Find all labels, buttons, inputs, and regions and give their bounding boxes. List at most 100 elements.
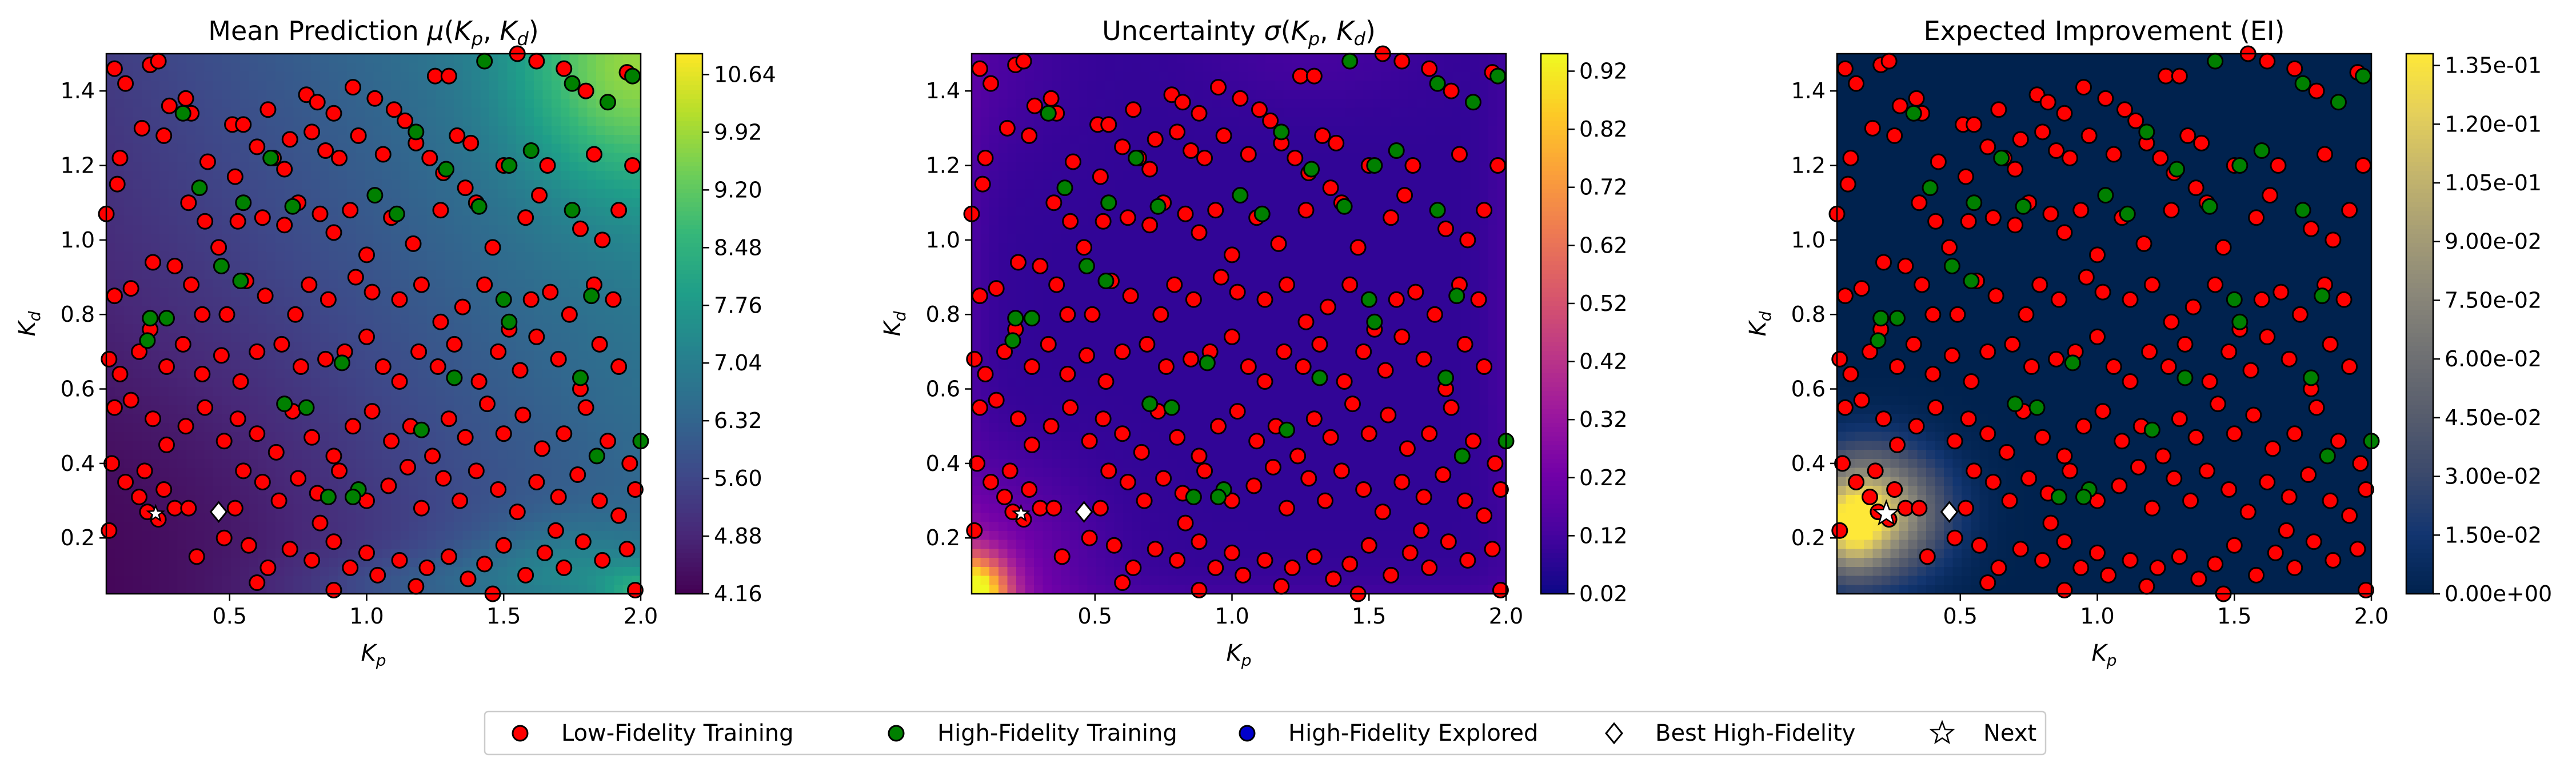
heatmap-cell xyxy=(239,297,249,306)
heatmap-cell xyxy=(1079,179,1088,189)
colorbar-cell xyxy=(676,396,702,401)
heatmap-cell xyxy=(1079,98,1088,109)
high-fidelity-point xyxy=(522,142,540,159)
heatmap-cell xyxy=(150,162,161,171)
heatmap-cell xyxy=(507,90,517,99)
heatmap-cell xyxy=(124,585,134,594)
low-fidelity-point xyxy=(522,291,540,308)
heatmap-cell xyxy=(436,54,445,63)
heatmap-cell xyxy=(560,189,570,198)
heatmap-cell xyxy=(418,540,428,549)
colorbar-cell xyxy=(676,189,702,194)
heatmap-cell xyxy=(507,558,517,568)
heatmap-cell xyxy=(311,225,321,234)
heatmap-cell xyxy=(525,540,534,549)
heatmap-cell xyxy=(980,225,990,234)
heatmap-cell xyxy=(605,540,614,549)
heatmap-cell xyxy=(195,98,205,109)
heatmap-cell xyxy=(177,71,187,81)
heatmap-cell xyxy=(471,342,481,351)
heatmap-cell xyxy=(498,278,508,289)
heatmap-cell xyxy=(569,405,579,414)
colorbar-cell xyxy=(676,283,702,289)
heatmap-cell xyxy=(150,378,161,388)
heatmap-cell xyxy=(1069,549,1079,558)
low-fidelity-point xyxy=(490,481,507,498)
heatmap-cell xyxy=(142,432,151,441)
heatmap-cell xyxy=(1079,206,1088,217)
heatmap-cell xyxy=(614,270,624,279)
heatmap-cell xyxy=(436,98,445,109)
low-fidelity-point xyxy=(476,556,493,573)
heatmap-cell xyxy=(1060,513,1071,522)
heatmap-cell xyxy=(1052,396,1061,405)
heatmap-cell xyxy=(1079,477,1088,486)
heatmap-cell xyxy=(1087,143,1097,153)
heatmap-cell xyxy=(186,261,196,270)
heatmap-cell xyxy=(418,170,428,181)
heatmap-cell xyxy=(622,134,633,145)
heatmap-cell xyxy=(453,107,463,117)
heatmap-cell xyxy=(133,143,142,153)
heatmap-cell xyxy=(382,405,392,414)
heatmap-cell xyxy=(400,405,410,414)
heatmap-cell xyxy=(195,477,205,486)
heatmap-cell xyxy=(445,458,454,469)
low-fidelity-point xyxy=(174,335,191,353)
heatmap-cell xyxy=(213,134,223,145)
heatmap-cell xyxy=(436,566,445,577)
heatmap-cell xyxy=(1034,458,1044,469)
heatmap-cell xyxy=(498,414,508,424)
heatmap-cell xyxy=(1079,198,1088,207)
heatmap-cell xyxy=(382,62,392,73)
heatmap-cell xyxy=(489,225,499,234)
heatmap-cell xyxy=(587,62,597,73)
heatmap-cell xyxy=(346,107,356,117)
heatmap-cell xyxy=(142,206,151,217)
heatmap-cell xyxy=(373,441,383,450)
heatmap-cell xyxy=(560,117,570,126)
heatmap-cell xyxy=(204,270,214,279)
heatmap-cell xyxy=(427,549,437,558)
heatmap-cell xyxy=(552,386,561,397)
heatmap-cell xyxy=(373,179,383,189)
heatmap-cell xyxy=(222,458,231,469)
heatmap-cell xyxy=(560,342,570,351)
heatmap-cell xyxy=(142,549,151,558)
heatmap-cell xyxy=(1079,117,1088,126)
heatmap-cell xyxy=(249,323,258,333)
heatmap-cell xyxy=(998,107,1008,117)
heatmap-cell xyxy=(569,513,579,522)
heatmap-cell xyxy=(213,179,223,189)
heatmap-cell xyxy=(1105,242,1115,253)
heatmap-cell xyxy=(356,350,365,361)
heatmap-cell xyxy=(124,314,134,325)
heatmap-cell xyxy=(284,189,294,198)
heatmap-cell xyxy=(311,153,321,162)
heatmap-cell xyxy=(989,189,999,198)
heatmap-cell xyxy=(329,566,338,577)
heatmap-cell xyxy=(516,270,526,279)
heatmap-cell xyxy=(1087,189,1097,198)
low-fidelity-point xyxy=(410,343,428,360)
heatmap-cell xyxy=(489,179,499,189)
heatmap-cell xyxy=(534,386,544,397)
heatmap-cell xyxy=(106,234,116,243)
heatmap-cell xyxy=(462,396,472,405)
heatmap-cell xyxy=(257,198,267,207)
heatmap-cell xyxy=(275,270,285,279)
heatmap-cell xyxy=(106,90,116,99)
heatmap-cell xyxy=(382,540,392,549)
heatmap-cell xyxy=(1043,558,1052,568)
heatmap-cell xyxy=(427,234,437,243)
heatmap-cell xyxy=(1007,162,1017,171)
heatmap-cell xyxy=(133,558,142,568)
heatmap-cell xyxy=(284,378,294,388)
heatmap-cell xyxy=(1043,153,1052,162)
heatmap-cell xyxy=(142,396,151,405)
heatmap-cell xyxy=(302,306,312,315)
heatmap-cell xyxy=(436,126,445,135)
low-fidelity-point xyxy=(539,157,556,174)
heatmap-cell xyxy=(552,333,561,342)
heatmap-cell xyxy=(346,297,356,306)
